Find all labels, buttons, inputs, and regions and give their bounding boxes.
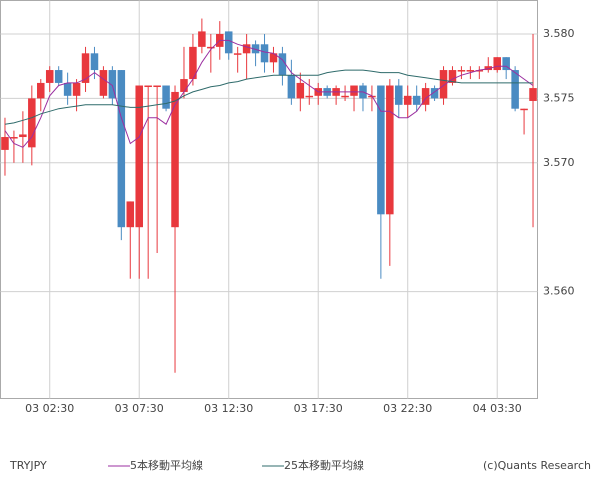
- candle-body: [242, 44, 251, 54]
- candle-body: [81, 53, 90, 83]
- candle-body: [224, 31, 233, 54]
- candle-body: [466, 70, 475, 72]
- moving-average: [4, 69, 533, 125]
- candle-body: [430, 88, 439, 99]
- candle-body: [395, 85, 403, 105]
- candle-body: [511, 70, 519, 109]
- credit: (c)Quants Research: [483, 459, 591, 472]
- candle-body: [502, 57, 510, 71]
- candle-body: [260, 44, 269, 63]
- candle-body: [278, 53, 287, 76]
- y-tick-label: 3.575: [543, 91, 575, 104]
- x-tick-label: 03 22:30: [383, 402, 432, 415]
- candle-body: [153, 85, 161, 88]
- candle-body: [269, 53, 278, 63]
- candle-body: [233, 53, 242, 55]
- candle-body: [117, 70, 126, 228]
- candle-body: [305, 95, 314, 98]
- candle-body: [520, 108, 528, 111]
- candle-body: [251, 44, 260, 54]
- candle-body: [37, 82, 45, 99]
- candle-body: [484, 66, 493, 71]
- candle-body: [386, 85, 394, 215]
- y-tick-label: 3.580: [543, 27, 575, 40]
- candle-body: [28, 98, 36, 148]
- symbol: TRYJPY: [9, 459, 47, 472]
- candle-body: [99, 70, 108, 96]
- candle-body: [448, 70, 457, 83]
- y-tick-label: 3.570: [543, 156, 575, 169]
- x-tick-label: 04 03:30: [473, 402, 522, 415]
- candle-body: [412, 95, 421, 105]
- legend-label: 25本移動平均線: [284, 458, 364, 472]
- candle-body: [189, 46, 197, 80]
- candle-body: [377, 85, 385, 215]
- plot-area: [0, 0, 538, 399]
- candle-body: [403, 95, 412, 105]
- candle-body: [287, 75, 296, 99]
- candle-body: [198, 31, 206, 47]
- candle-body: [341, 95, 349, 98]
- candle-body: [457, 70, 466, 72]
- legend-label: 5本移動平均線: [130, 458, 203, 472]
- candle-body: [475, 70, 484, 72]
- x-tick-label: 03 12:30: [204, 402, 253, 415]
- x-tick-label: 03 07:30: [115, 402, 164, 415]
- candle-body: [10, 137, 18, 139]
- candle-body: [162, 85, 170, 109]
- candle-body: [421, 88, 430, 105]
- candle-body: [135, 85, 143, 228]
- candle-body: [350, 85, 358, 96]
- candle-body: [90, 53, 99, 71]
- candle-body: [296, 82, 305, 99]
- candle-body: [493, 57, 501, 71]
- candle-body: [207, 46, 215, 49]
- candle-body: [180, 79, 188, 92]
- x-tick-label: 03 02:30: [25, 402, 74, 415]
- x-tick-label: 03 17:30: [294, 402, 343, 415]
- candle-body: [439, 70, 448, 99]
- candle-body: [1, 137, 9, 150]
- candle-body: [72, 82, 81, 96]
- candle-body: [144, 85, 152, 88]
- candle-body: [54, 70, 63, 83]
- y-tick-label: 3.560: [543, 285, 575, 298]
- candle-body: [63, 82, 72, 96]
- candle-body: [529, 88, 537, 101]
- candle-body: [45, 70, 54, 83]
- candle-body: [19, 134, 27, 138]
- candle-body: [171, 91, 179, 228]
- candle-body: [126, 201, 135, 228]
- moving-average: [4, 39, 534, 148]
- candle-body: [108, 70, 117, 99]
